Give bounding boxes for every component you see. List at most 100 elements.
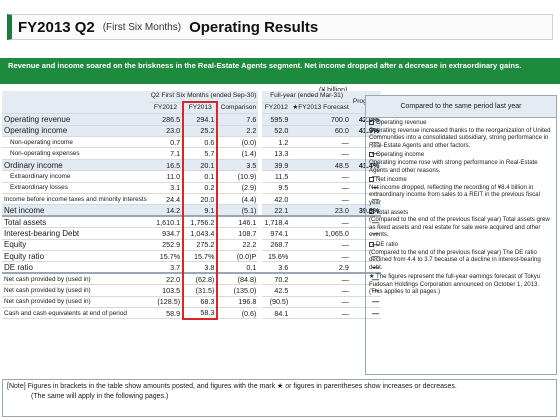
cell-fy2012-full: 15.6% — [262, 250, 291, 263]
comparison-block-text: Operating revenue increased thanks to th… — [369, 126, 551, 149]
cell-fy2013: 294.1 — [182, 113, 219, 126]
row-label: Cash and cash equivalents at end of peri… — [2, 307, 149, 320]
cell-fy2012: 7.1 — [148, 147, 184, 160]
cell-comparison: 7.6 — [217, 113, 259, 126]
cell-fy2012-full: 9.5 — [262, 182, 291, 195]
cell-progress: — — [350, 239, 382, 251]
cell-progress: 41.9% — [350, 125, 382, 138]
row-label: DE ratio — [2, 261, 149, 274]
cell-fy2012-full: 52.0 — [262, 125, 291, 138]
cell-forecast: 60.0 — [290, 125, 351, 138]
cell-comparison: (0.6) — [217, 307, 259, 320]
cell-comparison: (5.1) — [217, 204, 259, 217]
table-row: Extraordinary losses 3.1 0.2 (2.9) 9.5— — — [2, 182, 382, 195]
comparison-block-text: (Compared to the end of the previous fis… — [369, 248, 541, 271]
cell-fy2012: 934.7 — [148, 227, 184, 240]
cell-forecast: 23.0 — [290, 204, 351, 217]
cell-fy2012-full: 42.0 — [262, 193, 291, 206]
comparison-block-title: Total assets — [376, 208, 409, 216]
cell-progress: — — [350, 284, 382, 297]
comparison-block-title: Operating income — [376, 151, 425, 159]
cell-progress: — — [350, 170, 382, 183]
cell-fy2013: 68.3 — [182, 296, 219, 308]
cell-forecast: — — [290, 193, 351, 206]
cell-fy2012-full: 84.1 — [262, 307, 291, 320]
cell-progress: — — [350, 227, 382, 240]
table-row: Non-operating income 0.7 0.6 (0.0) 1.2— — — [2, 136, 382, 149]
cell-fy2012-full: 22.1 — [262, 204, 291, 217]
cell-fy2013: 1,756.2 — [182, 215, 219, 229]
cell-forecast: — — [290, 147, 351, 160]
cell-fy2012-full: 39.9 — [262, 159, 291, 172]
cell-progress: — — [350, 272, 382, 286]
cell-forecast: — — [290, 136, 351, 149]
cell-progress: — — [350, 136, 382, 149]
cell-fy2012: 58.9 — [148, 307, 184, 320]
comparison-block: Operating income Operating income rose wi… — [366, 150, 556, 175]
title-period: (First Six Months) — [102, 21, 182, 33]
row-label: Extraordinary losses — [2, 182, 149, 195]
cell-fy2012: 24.4 — [148, 193, 184, 206]
cell-fy2012: 103.5 — [148, 284, 184, 297]
comparison-block-text: Net income dropped, reflecting the recor… — [369, 183, 540, 206]
cell-fy2013: (31.5) — [182, 284, 219, 297]
cell-progress: — — [350, 307, 382, 320]
comparison-block-text: Operating income rose with strong perfor… — [369, 158, 538, 174]
table-body: Operating revenue 286.5 294.1 7.6 595.9 700.0… — [2, 113, 382, 320]
cell-fy2012: 286.5 — [148, 113, 184, 126]
cell-fy2012: 22.0 — [148, 272, 184, 286]
comparison-header: Compared to the same period last year — [366, 96, 556, 118]
cell-fy2012-full: (90.5) — [262, 296, 291, 308]
cell-comparison: 22.2 — [217, 239, 259, 251]
table-row: Net income 14.2 9.1 (5.1) 22.1 23.0 39.6% — [2, 204, 382, 217]
row-label: Total assets — [2, 215, 149, 229]
header-fy2012-full: FY2012 — [262, 102, 291, 115]
cell-fy2012: 3.1 — [148, 182, 184, 195]
note-line-2: (The same will apply in the following pa… — [31, 393, 169, 400]
title-main: FY2013 Q2 — [18, 18, 95, 36]
checkbox-square-icon — [369, 241, 374, 247]
checkbox-square-icon — [369, 152, 374, 158]
cell-progress: — — [350, 250, 382, 263]
cell-forecast: 2.9 — [290, 261, 351, 274]
checkbox-square-icon — [369, 119, 374, 125]
title-box: FY2013 Q2 (First Six Months) Operating R… — [7, 14, 553, 40]
cell-fy2013: 5.7 — [182, 147, 219, 160]
cell-progress: 41.4% — [350, 159, 382, 172]
cell-forecast: — — [290, 250, 351, 263]
cell-fy2012: 23.0 — [148, 125, 184, 138]
cell-fy2013: 25.2 — [182, 125, 219, 138]
table-row: Income before income taxes and minority … — [2, 193, 382, 206]
table-row: DE ratio 3.7 3.8 0.1 3.6 2.9— — [2, 261, 382, 274]
cell-fy2012-full: 13.3 — [262, 147, 291, 160]
cell-forecast: — — [290, 239, 351, 251]
header-fullyear-group: Full-year (ended Mar-31) — [262, 91, 351, 103]
cell-forecast: 48.5 — [290, 159, 351, 172]
table-row: Net cash provided by (used in) (128.5) 68.… — [2, 296, 382, 308]
cell-progress: 42.0% — [350, 113, 382, 126]
checkbox-square-icon — [369, 209, 374, 215]
cell-fy2013: (62.8) — [182, 272, 219, 286]
cell-comparison: (2.9) — [217, 182, 259, 195]
cell-forecast: 1,065.0 — [290, 227, 351, 240]
table-row: Interest-bearing Debt 934.7 1,043.4 108.7 97… — [2, 227, 382, 240]
table-row: Equity 252.9 275.2 22.2 268.7— — — [2, 239, 382, 251]
cell-fy2013: 3.8 — [182, 261, 219, 274]
cell-comparison: (0.0) — [217, 136, 259, 149]
comparison-block-text: (Compared to the end of the previous fis… — [369, 216, 550, 239]
cell-fy2012-full: 70.2 — [262, 272, 291, 286]
cell-comparison: (4.4) — [217, 193, 259, 206]
cell-progress: — — [350, 193, 382, 206]
comparison-footnote: ★ The figures represent the full-year ea… — [369, 273, 541, 296]
table-row: Net cash provided by (used in) 22.0 (62.8)… — [2, 272, 382, 286]
table-row: Operating revenue 286.5 294.1 7.6 595.9 700.0… — [2, 113, 382, 126]
row-label: Net income — [2, 204, 149, 217]
cell-fy2012-full: 42.5 — [262, 284, 291, 297]
cell-forecast: — — [290, 170, 351, 183]
cell-fy2012: 11.0 — [148, 170, 184, 183]
row-label: Interest-bearing Debt — [2, 227, 149, 240]
cell-comparison: (1.4) — [217, 147, 259, 160]
table-row: Equity ratio 15.7% 15.7% (0.0)P 15.6% — — — [2, 250, 382, 263]
slide-header: FY2013 Q2 (First Six Months) Operating R… — [0, 0, 560, 44]
title-suffix: Operating Results — [189, 18, 319, 36]
